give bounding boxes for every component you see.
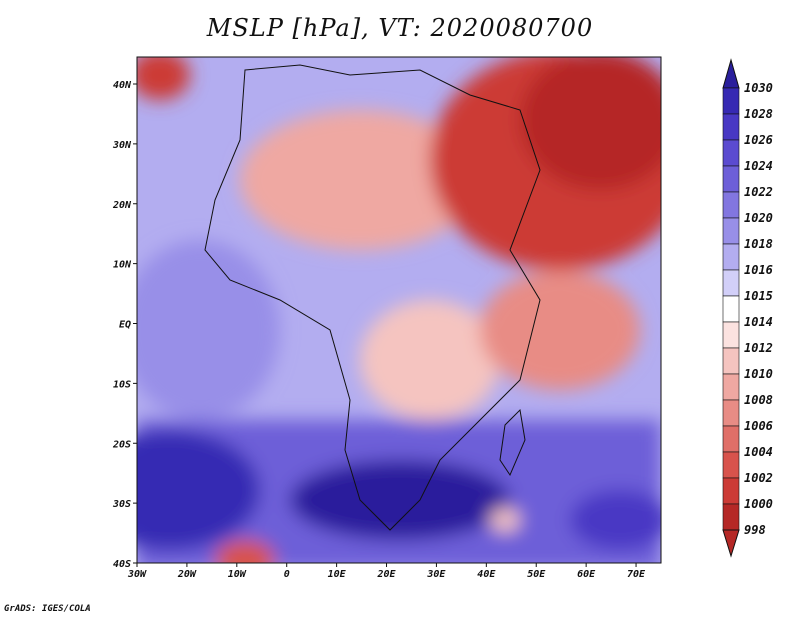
x-tick-label: 10E — [328, 569, 347, 580]
y-tick-label: 40N — [113, 80, 132, 91]
colorbar-bottom-arrow — [722, 529, 740, 558]
colorbar-swatch — [722, 347, 740, 375]
madagascar-coastline — [499, 408, 526, 477]
colorbar-label: 1028 — [744, 107, 773, 121]
colorbar-swatch — [722, 373, 740, 401]
colorbar-label: 1006 — [744, 419, 773, 433]
colorbar-label: 1016 — [744, 263, 773, 277]
colorbar-label: 1018 — [744, 237, 773, 251]
pressure-field — [137, 57, 661, 563]
credit-text: GrADS: IGES/COLA — [4, 604, 91, 614]
x-tick-label: 40E — [477, 569, 496, 580]
colorbar-label: 1026 — [744, 133, 773, 147]
colorbar-label: 1000 — [744, 497, 773, 511]
x-tick-label: 60E — [577, 569, 596, 580]
x-axis: 30W 20W 10W 0 10E 20E 30E 40E 50E 60E 70E — [127, 563, 646, 580]
y-tick-label: EQ — [119, 320, 131, 331]
colorbar-swatch — [722, 217, 740, 245]
colorbar-label: 1008 — [744, 393, 773, 407]
colorbar-swatch — [722, 425, 740, 453]
y-tick-label: 30N — [112, 140, 132, 151]
colorbar-swatch — [722, 243, 740, 271]
x-tick-label: 10W — [228, 569, 247, 580]
colorbar: 1030 1028 1026 1024 1022 1020 1018 1016 1015 1014… — [722, 58, 773, 558]
colorbar-swatch — [722, 503, 740, 531]
colorbar-label: 1022 — [744, 185, 773, 199]
colorbar-swatch — [722, 139, 740, 167]
colorbar-label: 1004 — [744, 445, 773, 459]
africa-coastline — [204, 64, 541, 531]
colorbar-label: 1020 — [744, 211, 773, 225]
y-tick-label: 10N — [113, 260, 132, 271]
y-tick-label: 30S — [112, 499, 131, 510]
y-tick-label: 40S — [113, 559, 131, 570]
colorbar-swatch — [722, 113, 740, 141]
y-axis: 40N 30N 20N 10N EQ 10S 20S 30S 40S — [112, 80, 137, 570]
colorbar-swatch — [722, 295, 740, 323]
colorbar-swatch — [722, 451, 740, 479]
colorbar-top-arrow — [722, 58, 740, 89]
x-tick-label: 50E — [527, 569, 546, 580]
colorbar-swatch — [722, 477, 740, 505]
colorbar-label: 1030 — [744, 81, 773, 95]
colorbar-swatch — [722, 165, 740, 193]
colorbar-swatch — [722, 191, 740, 219]
x-tick-label: 20W — [177, 569, 197, 580]
colorbar-swatch — [722, 87, 740, 115]
colorbar-label: 1010 — [744, 367, 773, 381]
map-title: MSLP [hPa], VT: 2020080700 — [206, 14, 594, 42]
x-tick-label: 30W — [127, 569, 147, 580]
y-tick-label: 10S — [113, 379, 131, 390]
x-tick-label: 20E — [376, 569, 396, 580]
colorbar-swatch — [722, 399, 740, 427]
colorbar-swatch — [722, 321, 740, 349]
colorbar-label: 1024 — [744, 159, 773, 173]
x-tick-label: 0 — [284, 569, 290, 580]
colorbar-label: 1014 — [744, 315, 773, 329]
x-tick-label: 70E — [627, 569, 646, 580]
colorbar-label: 1015 — [744, 289, 773, 303]
colorbar-label: 1012 — [744, 341, 773, 355]
x-tick-label: 30E — [426, 569, 446, 580]
map-frame — [136, 56, 662, 564]
colorbar-swatch — [722, 269, 740, 297]
y-tick-label: 20S — [112, 439, 131, 450]
y-tick-label: 20N — [112, 200, 132, 211]
colorbar-label: 998 — [744, 523, 766, 537]
colorbar-label: 1002 — [744, 471, 773, 485]
